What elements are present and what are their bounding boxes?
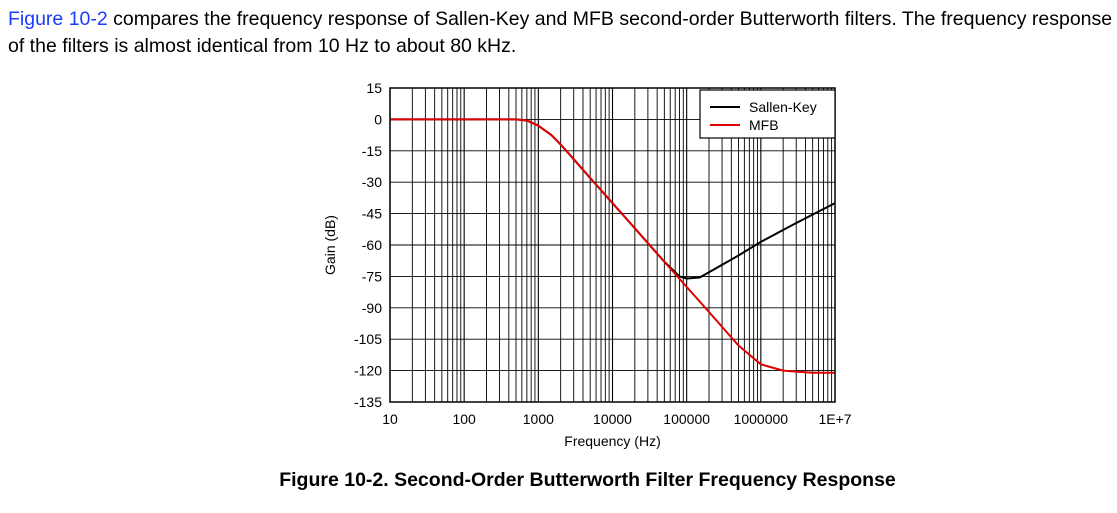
x-tick-label: 10: [382, 411, 398, 427]
y-tick-label: -135: [354, 394, 382, 410]
y-tick-label: -15: [362, 143, 382, 159]
y-tick-label: -120: [354, 363, 382, 379]
x-tick-label: 1000: [523, 411, 554, 427]
series-line-mfb: [390, 118, 835, 374]
chart-lines: [390, 118, 836, 374]
x-tick-label: 100000: [663, 411, 710, 427]
y-tick-label: 15: [366, 80, 382, 96]
figure-link[interactable]: Figure 10-2: [8, 8, 108, 30]
plot-frame: [389, 87, 836, 403]
figure-caption: Figure 10-2. Second-Order Butterworth Fi…: [0, 469, 1117, 492]
y-tick-label: -75: [362, 268, 382, 284]
y-tick-label: 0: [374, 111, 382, 127]
intro-paragraph: Figure 10-2 compares the frequency respo…: [8, 6, 1113, 60]
legend-label-mfb: MFB: [749, 117, 779, 133]
legend-label-sallen-key: Sallen-Key: [749, 99, 817, 115]
y-tick-label: -45: [362, 206, 382, 222]
x-tick-label: 10000: [593, 411, 632, 427]
y-tick-label: -105: [354, 331, 382, 347]
x-tick-label: 1E+7: [818, 411, 851, 427]
figure-caption-text: Figure 10-2. Second-Order Butterworth Fi…: [279, 469, 896, 491]
y-tick-label: -30: [362, 174, 382, 190]
x-tick-label: 1000000: [734, 411, 789, 427]
chart-legend: Sallen-Key MFB: [699, 89, 836, 139]
x-tick-label: 100: [452, 411, 476, 427]
x-axis-label: Frequency (Hz): [564, 433, 660, 449]
y-tick-label: -60: [362, 237, 382, 253]
y-axis-label: Gain (dB): [322, 215, 338, 275]
y-tick-label: -90: [362, 300, 382, 316]
paragraph-body: compares the frequency response of Salle…: [8, 8, 1113, 57]
legend-box: [699, 89, 836, 139]
